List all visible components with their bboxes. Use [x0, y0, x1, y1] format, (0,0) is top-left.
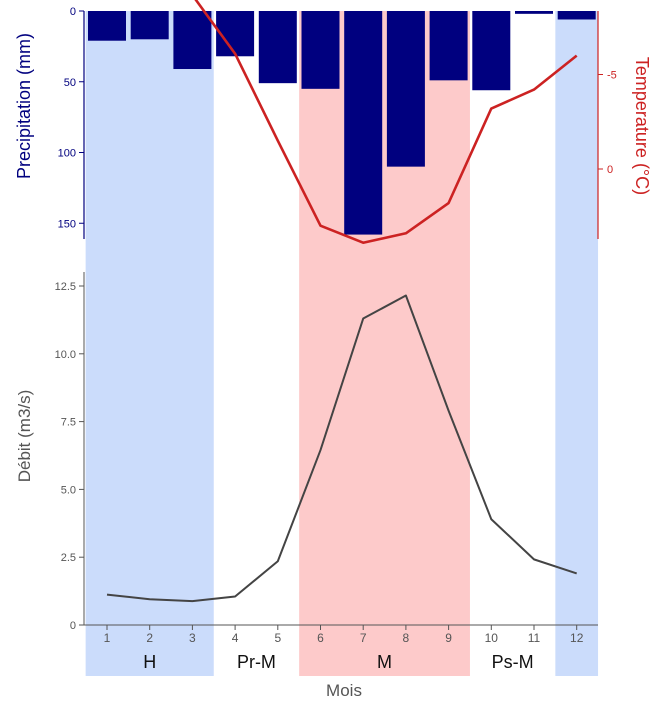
precip-tick-label: 50 [64, 77, 76, 89]
x-tick-label: 12 [570, 631, 584, 645]
discharge-tick-label: 5.0 [61, 484, 76, 496]
precip-bar [429, 11, 468, 81]
x-axis-label: Mois [326, 681, 362, 700]
precip-bar [472, 11, 511, 91]
precip-bar [386, 11, 425, 167]
x-tick-label: 3 [189, 631, 196, 645]
temperature-series [194, 0, 578, 245]
x-tick-label: 8 [403, 631, 410, 645]
season-band [299, 11, 470, 676]
temperature-axis-label: Temperature (°C) [632, 57, 652, 195]
discharge-tick-label: 10.0 [55, 349, 76, 361]
season-label: Pr-M [237, 652, 276, 672]
discharge-tick-label: 12.5 [55, 281, 76, 293]
precip-bar [216, 11, 255, 57]
precip-bar [557, 11, 596, 20]
temperature-line [194, 0, 578, 245]
discharge-tick-label: 2.5 [61, 552, 76, 564]
precip-tick-label: 150 [58, 218, 76, 230]
season-label: M [377, 652, 392, 672]
precip-bar [344, 11, 383, 235]
season-label: Ps-M [492, 652, 534, 672]
temp-tick-label: 0 [607, 164, 613, 176]
x-tick-label: 6 [317, 631, 324, 645]
precip-bar [88, 11, 126, 41]
precipitation-bars [88, 11, 596, 235]
discharge-line [106, 294, 578, 603]
discharge-axis-label: Débit (m3/s) [15, 390, 34, 483]
discharge-tick-label: 7.5 [61, 417, 76, 429]
precip-tick-label: 0 [70, 6, 76, 18]
x-tick-label: 10 [485, 631, 499, 645]
precip-bar [301, 11, 340, 89]
x-tick-label: 7 [360, 631, 367, 645]
precip-bar [173, 11, 212, 70]
x-tick-label: 9 [445, 631, 452, 645]
precip-bar [515, 11, 553, 14]
precip-bar [130, 11, 169, 40]
season-band [555, 11, 599, 676]
x-tick-label: 2 [146, 631, 153, 645]
x-tick-label: 11 [528, 631, 541, 645]
season-bands: H Pr-M M Ps-M [85, 11, 599, 676]
precip-tick-label: 100 [58, 148, 76, 160]
temp-tick-label: -5 [607, 70, 617, 82]
discharge-series [106, 294, 578, 603]
x-tick-label: 1 [104, 631, 111, 645]
season-band [85, 11, 214, 676]
precip-bar [258, 11, 297, 84]
precipitation-axis-label: Precipitation (mm) [14, 33, 34, 179]
x-tick-label: 5 [274, 631, 281, 645]
season-label: H [143, 652, 156, 672]
x-tick-label: 4 [232, 631, 239, 645]
discharge-tick-label: 0 [70, 620, 76, 632]
